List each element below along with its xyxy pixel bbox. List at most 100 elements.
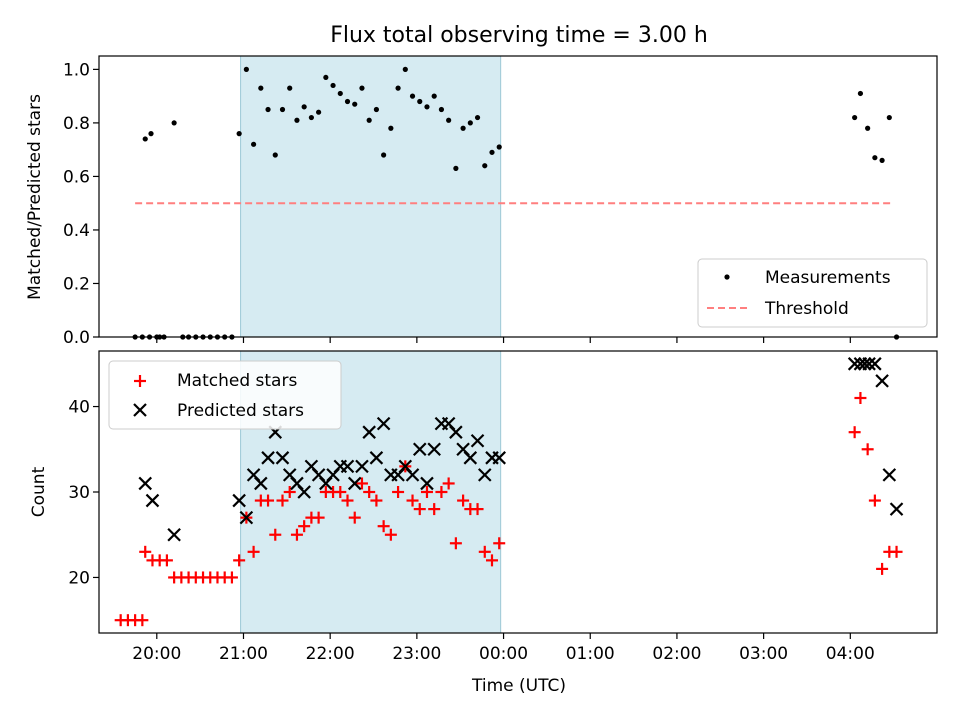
matched-star-point xyxy=(384,528,397,541)
top-legend-box xyxy=(697,258,928,328)
matched-star-point xyxy=(312,511,325,524)
measurement-point xyxy=(294,117,300,123)
measurement-point xyxy=(865,125,871,131)
measurement-point xyxy=(301,104,307,110)
matched-star-point xyxy=(298,520,311,533)
x-tick-label: 22:00 xyxy=(306,644,355,664)
top-y-axis-label: Matched/Predicted stars xyxy=(25,94,45,300)
x-tick-label: 21:00 xyxy=(219,644,268,664)
top-x-ticks xyxy=(156,337,851,343)
matched-star-point xyxy=(160,554,173,567)
legend-threshold-label: Threshold xyxy=(764,299,849,319)
legend-measurement-marker xyxy=(724,274,730,280)
matched-star-point xyxy=(471,503,484,516)
bottom-y-ticks: 20 30 40 xyxy=(68,398,99,588)
measurement-point xyxy=(250,141,257,147)
predicted-star-point xyxy=(254,476,268,491)
measurement-point xyxy=(857,90,864,97)
matched-star-point xyxy=(876,562,889,575)
predicted-star-point xyxy=(882,468,897,482)
top-shaded-region xyxy=(240,55,502,338)
measurement-point xyxy=(272,152,278,158)
measurement-point xyxy=(409,93,416,99)
measurement-point xyxy=(395,85,401,91)
y-tick-label: 1.0 xyxy=(63,60,90,80)
measurement-point xyxy=(467,120,473,126)
x-axis-label: Time (UTC) xyxy=(471,676,566,696)
matched-star-point xyxy=(233,554,246,567)
matched-star-point xyxy=(478,545,491,558)
matched-star-point xyxy=(485,554,498,567)
predicted-star-point xyxy=(376,416,391,431)
predicted-star-point xyxy=(340,459,355,474)
predicted-star-point xyxy=(232,493,246,508)
predicted-star-point xyxy=(463,451,478,465)
matched-star-point xyxy=(269,528,282,541)
measurement-point xyxy=(258,85,264,91)
top-legend: Measurements Threshold xyxy=(697,258,928,328)
y-tick-label: 40 xyxy=(68,398,90,418)
predicted-star-point xyxy=(297,485,311,499)
measurement-point xyxy=(424,104,430,110)
matched-star-point xyxy=(890,545,903,558)
measurement-point xyxy=(446,117,452,123)
x-tick-label: 00:00 xyxy=(479,644,528,664)
matched-star-point xyxy=(283,486,296,498)
matched-star-point xyxy=(848,426,861,439)
bottom-panel: 20 30 40 20:00 21:00 22:00 23:00 00:00 01:00 02:… xyxy=(29,350,938,696)
matched-star-point xyxy=(406,494,419,507)
measurement-point xyxy=(330,82,336,89)
measurement-point xyxy=(453,165,459,171)
x-tick-label: 04:00 xyxy=(826,644,875,664)
x-tick-label: 02:00 xyxy=(652,644,701,664)
matched-star-point xyxy=(428,503,441,516)
predicted-star-point xyxy=(239,510,254,525)
measurement-point xyxy=(388,125,394,131)
predicted-star-point xyxy=(167,527,181,542)
predicted-star-point xyxy=(427,442,441,457)
measurement-point xyxy=(352,101,358,107)
measurement-point xyxy=(460,125,466,131)
y-tick-label: 20 xyxy=(68,568,90,588)
measurement-point xyxy=(482,163,488,169)
measurement-point xyxy=(402,66,408,72)
measurement-point xyxy=(287,85,293,91)
matched-star-point xyxy=(457,494,470,507)
measurement-point xyxy=(373,106,380,113)
matched-star-point xyxy=(413,503,426,516)
measurement-point xyxy=(279,106,286,113)
matched-star-point xyxy=(392,486,405,498)
predicted-star-point xyxy=(369,451,384,465)
measurement-point xyxy=(323,74,329,81)
measurement-point xyxy=(236,131,242,137)
matched-star-point xyxy=(225,571,238,584)
top-y-ticks: 0.0 0.2 0.4 0.6 0.8 1.0 xyxy=(63,60,99,348)
x-tick-label: 01:00 xyxy=(566,644,615,664)
matched-star-point xyxy=(493,537,506,550)
matched-star-point xyxy=(420,486,433,498)
measurement-point xyxy=(243,66,249,72)
bottom-legend: Matched stars Predicted stars xyxy=(108,360,342,430)
chart-title: Flux total observing time = 3.00 h xyxy=(330,23,708,48)
predicted-star-point xyxy=(857,357,872,371)
matched-star-point xyxy=(442,477,455,490)
top-panel: 0.0 0.2 0.4 0.6 0.8 1.0 Matched/Predicted sta… xyxy=(25,55,938,348)
predicted-star-point xyxy=(889,502,904,516)
matched-star-point xyxy=(355,477,368,490)
bottom-marks xyxy=(114,357,904,627)
legend-matched-marker xyxy=(134,375,146,387)
matched-star-point xyxy=(139,545,152,558)
x-tick-label: 20:00 xyxy=(132,644,181,664)
predicted-star-point xyxy=(868,357,882,371)
predicted-star-point xyxy=(470,433,485,448)
y-tick-label: 0.6 xyxy=(63,167,90,187)
bottom-legend-box xyxy=(108,360,342,430)
matched-star-point xyxy=(449,537,462,550)
y-tick-label: 30 xyxy=(68,483,90,503)
measurement-point xyxy=(417,98,423,105)
predicted-star-point xyxy=(355,459,369,474)
matched-star-point xyxy=(247,545,260,558)
matched-star-point xyxy=(854,392,867,404)
measurement-point xyxy=(359,85,365,91)
measurement-point xyxy=(872,155,878,161)
